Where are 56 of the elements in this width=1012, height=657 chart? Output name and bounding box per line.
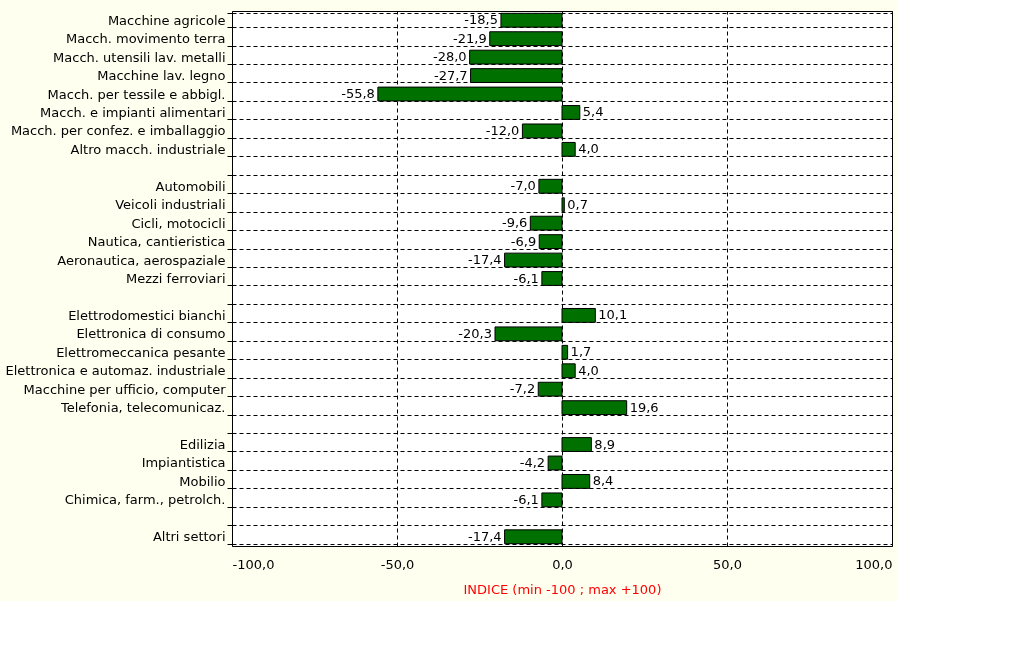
y-tick-label: Elettrodomestici bianchi — [68, 307, 226, 323]
y-tick-label: Chimica, farm., petrolch. — [64, 492, 226, 508]
y-tick-label: Macch. e impianti alimentari — [40, 104, 226, 120]
y-tick-label: Macch. per confez. e imballaggio — [10, 123, 226, 139]
data-label: -55,8 — [341, 86, 375, 102]
data-label: -6,1 — [513, 491, 539, 507]
y-tick-label: Macch. movimento terra — [65, 31, 226, 47]
data-label: -27,7 — [433, 67, 468, 83]
data-label: -6,1 — [513, 270, 539, 286]
y-tick-label: Elettromeccanica pesante — [56, 344, 226, 360]
x-tick-label: 100,0 — [855, 556, 893, 572]
y-tick-label: Elettronica di consumo — [76, 326, 226, 342]
data-label: -4,2 — [519, 454, 546, 470]
y-tick-label: Automobili — [155, 178, 226, 194]
data-label: 19,6 — [629, 399, 659, 415]
data-label: 8,9 — [594, 436, 616, 452]
y-tick-label: Cicli, motocicli — [131, 215, 226, 231]
y-tick-label: Macchine per ufficio, computer — [23, 381, 227, 397]
y-tick-label: Mezzi ferroviari — [125, 271, 226, 286]
y-tick-label: Macch. utensili lav. metalli — [53, 49, 226, 65]
y-tick-label: Altri settori — [152, 529, 226, 545]
x-tick-label: 0,0 — [552, 556, 573, 572]
data-label: 4,0 — [578, 141, 599, 157]
data-label: -28,0 — [432, 49, 467, 65]
x-tick-label: -50,0 — [380, 556, 415, 572]
data-label: -17,4 — [467, 528, 502, 544]
y-tick-label: Macchine lav. legno — [97, 68, 226, 84]
y-tick-label: Altro macch. industriale — [70, 141, 226, 157]
data-label: 0,7 — [567, 196, 588, 212]
data-label: -9,6 — [501, 215, 528, 231]
data-label: -7,0 — [510, 178, 536, 194]
y-tick-label: Aeronautica, aerospaziale — [57, 252, 226, 268]
data-label: 5,4 — [582, 104, 604, 120]
x-tick-label: -100,0 — [232, 556, 275, 572]
data-label: -6,9 — [510, 233, 537, 249]
data-label: 10,1 — [598, 307, 628, 323]
y-tick-label: Macchine agricole — [107, 12, 226, 28]
data-label: -21,9 — [453, 30, 487, 46]
y-tick-label: Edilizia — [179, 437, 226, 453]
data-label: -18,5 — [464, 12, 498, 28]
data-label: -12,0 — [485, 122, 520, 138]
y-tick-label: Elettronica e automaz. industriale — [5, 363, 226, 379]
y-tick-label: Veicoli industriali — [115, 197, 226, 213]
y-tick-label: Impiantistica — [141, 455, 226, 471]
data-label: -20,3 — [458, 325, 493, 341]
y-tick-label: Mobilio — [179, 473, 226, 489]
data-label: 1,7 — [570, 344, 592, 360]
data-label: -17,4 — [467, 252, 502, 268]
data-label: 4,0 — [578, 362, 599, 378]
y-tick-label: Macch. per tessile e abbigl. — [47, 86, 226, 102]
x-axis-title: INDICE (min -100 ; max +100) — [463, 581, 662, 597]
data-label: 8,4 — [592, 473, 614, 489]
data-label: -7,2 — [509, 381, 536, 397]
y-tick-label: Telefonia, telecomunicaz. — [59, 400, 226, 416]
y-tick-label: Nautica, cantieristica — [87, 234, 226, 250]
x-tick-label: 50,0 — [713, 556, 742, 572]
